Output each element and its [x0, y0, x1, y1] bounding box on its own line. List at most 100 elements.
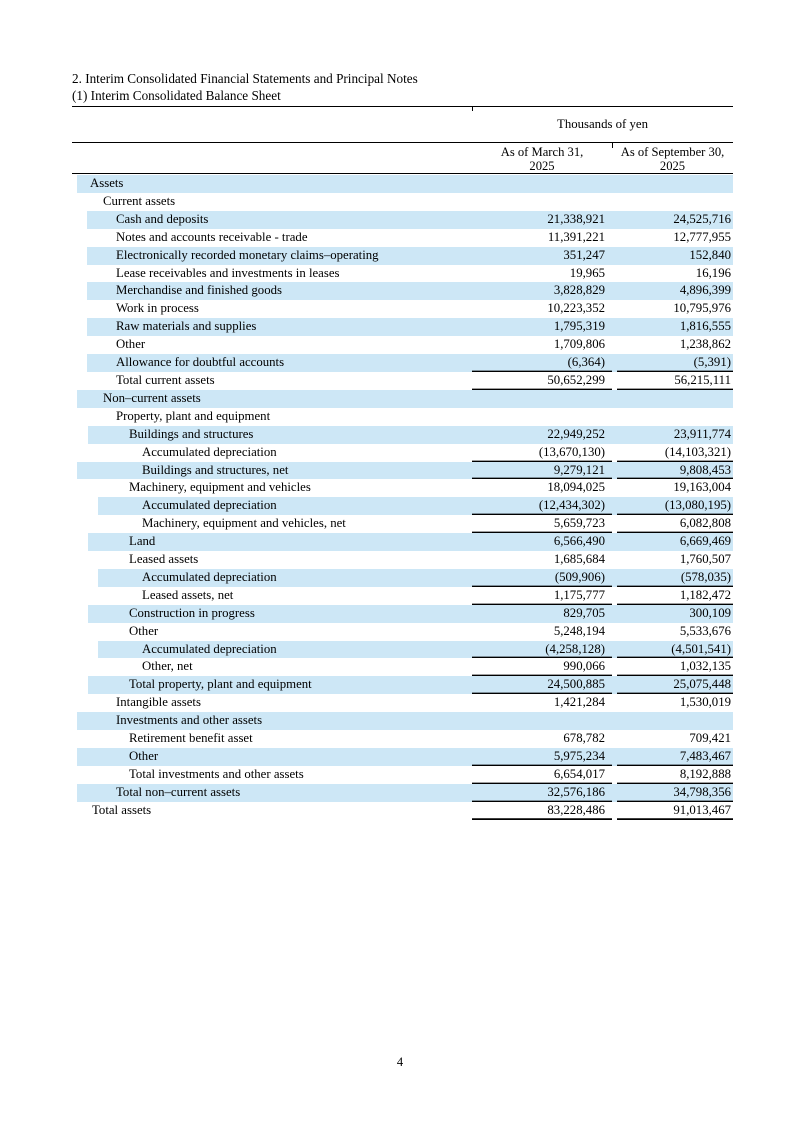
row-label: Buildings and structures — [129, 426, 254, 441]
row-value-col2: 56,215,111 — [617, 372, 733, 390]
row-label: Total current assets — [116, 372, 215, 387]
table-row: Allowance for doubtful accounts (6,364) (5… — [72, 354, 733, 372]
row-highlight-band — [77, 748, 733, 766]
table-row: Merchandise and finished goods 3,828,829 4… — [72, 282, 733, 301]
row-label: Assets — [90, 176, 124, 190]
row-label: Other — [116, 337, 146, 352]
row-value-col2: 8,192,888 — [617, 766, 733, 784]
document-title: 2. Interim Consolidated Financial Statem… — [72, 71, 733, 107]
row-label: Non–current assets — [103, 390, 201, 405]
row-highlight-band — [88, 676, 733, 695]
row-highlight-band — [87, 354, 733, 372]
row-value-col2: 1,760,507 — [679, 552, 731, 567]
row-value-col2: 5,533,676 — [679, 623, 731, 638]
row-highlight-band — [87, 246, 733, 265]
table-row: Other 5,248,194 5,533,676 — [72, 623, 733, 641]
table-body: Assets Current assets Cash and deposits 21,… — [72, 175, 733, 820]
row-value-col2: 19,163,004 — [673, 480, 731, 495]
row-value-col1: 9,279,121 — [472, 462, 612, 480]
row-value-col1: 6,566,490 — [553, 534, 605, 549]
column-headers-row: As of March 31, 2025 As of September 30,… — [72, 143, 733, 174]
row-value-col1: 3,828,829 — [553, 283, 605, 298]
row-value-col2: 6,082,808 — [617, 515, 733, 533]
row-label: Machinery, equipment and vehicles — [129, 480, 311, 495]
row-highlight-band — [88, 425, 733, 444]
row-value-col2: 7,483,467 — [617, 748, 733, 766]
row-value-col1: 5,248,194 — [553, 623, 605, 638]
row-value-col1: 50,652,299 — [472, 372, 612, 390]
row-label: Accumulated depreciation — [142, 641, 277, 656]
table-row: Machinery, equipment and vehicles 18,094,… — [72, 479, 733, 497]
row-label: Land — [129, 534, 156, 549]
row-value-col2: 16,196 — [695, 265, 731, 280]
table-row: Current assets — [72, 193, 733, 211]
row-label: Cash and deposits — [116, 211, 209, 226]
row-value-col1: 351,247 — [563, 247, 605, 262]
table-row: Property, plant and equipment — [72, 408, 733, 426]
table-row: Cash and deposits 21,338,921 24,525,716 — [72, 210, 733, 229]
table-row: Assets — [72, 175, 733, 193]
table-row: Investments and other assets — [72, 712, 733, 731]
row-value-col2: 24,525,716 — [673, 211, 731, 226]
row-label: Current assets — [103, 193, 176, 208]
row-highlight-band — [87, 282, 733, 301]
row-label: Electronically recorded monetary claims–… — [116, 247, 379, 262]
row-value-col2: 1,530,019 — [679, 695, 731, 710]
row-label: Work in process — [116, 301, 199, 316]
row-value-col1 — [472, 175, 612, 193]
row-highlight-band — [77, 712, 733, 731]
row-value-col1: 990,066 — [472, 658, 612, 676]
row-value-col2: 34,798,356 — [617, 784, 733, 802]
row-value-col2: 12,777,955 — [673, 229, 731, 244]
row-value-col1: 5,975,234 — [472, 748, 612, 766]
row-highlight-band — [77, 783, 733, 802]
row-value-col1: 678,782 — [563, 731, 605, 746]
table-row: Total assets 83,228,486 91,013,467 — [72, 802, 733, 820]
row-highlight-band — [98, 640, 733, 659]
row-label: Total assets — [92, 802, 152, 817]
row-value-col1: 32,576,186 — [472, 784, 612, 802]
row-value-col1: (6,364) — [472, 354, 612, 372]
table-row: Other 5,975,234 7,483,467 — [72, 748, 733, 766]
row-label: Raw materials and supplies — [116, 319, 257, 334]
row-value-col2: (5,391) — [617, 354, 733, 372]
row-value-col1: (509,906) — [472, 569, 612, 587]
table-row: Machinery, equipment and vehicles, net 5,… — [72, 515, 733, 533]
row-value-col1: 18,094,025 — [547, 480, 605, 495]
row-value-col1: (4,258,128) — [472, 641, 612, 659]
row-value-col1: 1,709,806 — [553, 337, 605, 352]
row-value-col1: 5,659,723 — [472, 515, 612, 533]
row-value-col1 — [472, 408, 612, 426]
row-highlight-band — [77, 175, 733, 193]
row-label: Accumulated depreciation — [142, 569, 277, 584]
table-row: Buildings and structures, net 9,279,121 9,… — [72, 461, 733, 480]
row-highlight-band — [88, 533, 733, 552]
row-value-col2: 6,669,469 — [679, 534, 731, 549]
table-row: Intangible assets 1,421,284 1,530,019 — [72, 694, 733, 712]
row-highlight-band — [87, 318, 733, 337]
table-row: Lease receivables and investments in lea… — [72, 265, 733, 283]
table-row: Accumulated depreciation (509,906) (578,03… — [72, 568, 733, 587]
table-row: Total property, plant and equipment 24,50… — [72, 676, 733, 695]
row-label: Lease receivables and investments in lea… — [116, 265, 340, 280]
table-row: Buildings and structures 22,949,252 23,911… — [72, 425, 733, 444]
title-line-2: (1) Interim Consolidated Balance Sheet — [72, 88, 733, 107]
table-header: Thousands of yen As of March 31, 2025 As… — [72, 106, 733, 174]
row-value-col2: (4,501,541) — [617, 641, 733, 659]
row-value-col2: (14,103,321) — [617, 444, 733, 462]
table-row: Total current assets 50,652,299 56,215,111 — [72, 372, 733, 390]
row-value-col1: (12,434,302) — [472, 497, 612, 515]
row-value-col1: 6,654,017 — [472, 766, 612, 784]
table-row: Retirement benefit asset 678,782 709,421 — [72, 730, 733, 748]
row-value-col2: (578,035) — [617, 569, 733, 587]
table-row: Accumulated depreciation (13,670,130) (14,… — [72, 444, 733, 462]
row-highlight-band — [98, 497, 733, 516]
table-row: Total investments and other assets 6,654,… — [72, 766, 733, 784]
table-row: Accumulated depreciation (12,434,302) (13,… — [72, 497, 733, 516]
table-row: Leased assets 1,685,684 1,760,507 — [72, 551, 733, 569]
row-label: Accumulated depreciation — [142, 444, 277, 459]
row-highlight-band — [88, 604, 733, 623]
table-row: Other, net 990,066 1,032,135 — [72, 658, 733, 676]
row-value-col1: 1,685,684 — [553, 552, 605, 567]
